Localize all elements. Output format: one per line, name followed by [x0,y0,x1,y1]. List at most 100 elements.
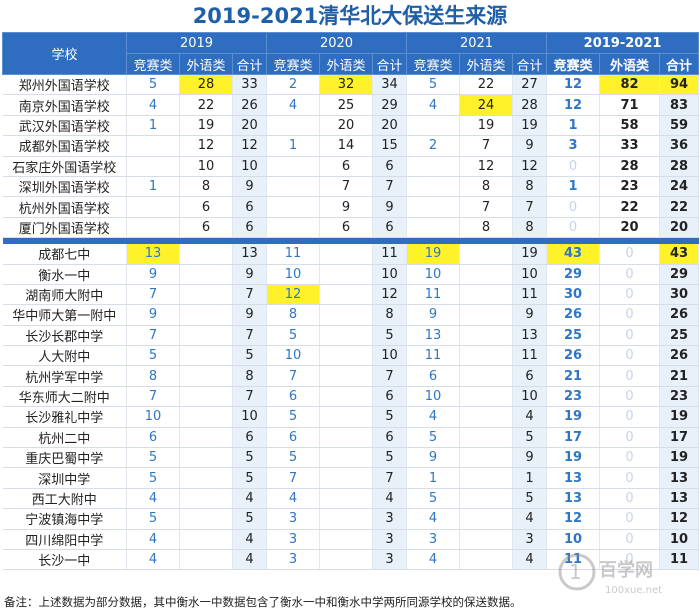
year-2019-comp-count: 9 [126,304,180,326]
year-2020-comp-count: 6 [266,427,321,449]
year-2020-total-count: 9 [372,196,408,218]
year-2019-comp-count: 4 [126,549,180,571]
year-2019-lang-count [179,345,233,367]
year-2019-comp-count [126,196,180,218]
year-2021-total-count: 8 [512,217,548,239]
table-row: 宁波镇海中学 5 5 3 3 4 4 12 0 12 [2,508,700,530]
table-body: 郑州外国语学校 5 28 33 2 32 34 5 22 27 12 82 94 南京外国语学校 4 22 26… [2,74,700,571]
year-2021-comp-count [406,196,461,218]
year-2020-lang-count [319,365,374,387]
school-name: 武汉外国语学校 [2,115,127,137]
year-2019-comp-count: 1 [126,176,180,198]
year-2019-total-count: 7 [232,325,268,347]
year-2020-lang-count: 7 [319,176,374,198]
year-2019-comp-count: 10 [126,406,180,428]
year-2019-lang-count [179,508,233,530]
year-2019-comp-count: 8 [126,365,180,387]
year-2021-comp-count [406,156,461,177]
year-2019-total-count: 5 [232,508,268,530]
chart-title: 2019-2021清华北大保送生来源 [192,4,508,28]
sum-comp-count: 13 [546,488,601,510]
year-2021-total-count: 5 [512,488,548,510]
year-2020-lang-count: 32 [319,74,374,96]
header-lang: 外语类 [179,53,233,75]
sum-lang-count: 0 [599,325,661,347]
sum-comp-count: 30 [546,284,601,306]
table-row: 西工大附中 4 4 4 4 5 5 13 0 13 [2,488,700,510]
year-2019-lang-count [179,427,233,449]
year-2020-comp-count: 1 [266,135,321,157]
year-2020-comp-count: 6 [266,386,321,408]
table-row: 武汉外国语学校 1 19 20 20 20 19 19 1 58 59 [2,115,700,137]
year-2021-lang-count [459,467,514,489]
year-2020-comp-count: 10 [266,345,321,367]
year-2019-total-count: 6 [232,427,268,449]
year-2021-total-count: 3 [512,529,548,550]
year-2020-comp-count: 7 [266,365,321,387]
school-name: 深圳中学 [2,467,127,489]
year-2019-total-count: 13 [232,244,268,265]
year-2021-comp-count: 6 [406,365,461,387]
year-2019-lang-count [179,467,233,489]
school-name: 长沙一中 [2,549,127,571]
year-2019-lang-count: 8 [179,176,233,198]
year-2019-comp-count: 1 [126,115,180,137]
year-2021-comp-count [406,217,461,239]
school-name: 郑州外国语学校 [2,74,127,96]
year-2020-lang-count [319,447,374,469]
header-total: 合计 [231,53,268,75]
sum-comp-count: 26 [546,304,601,326]
sum-comp-count: 3 [546,135,601,157]
sum-total-count: 30 [659,284,700,306]
sum-lang-count: 0 [599,406,661,428]
year-2021-lang-count [459,244,514,265]
table-row: 杭州学军中学 8 8 7 7 6 6 21 0 21 [2,365,700,387]
year-2020-total-count: 6 [372,156,408,177]
year-2019-total-count: 20 [232,115,268,137]
school-name: 深圳外国语学校 [2,176,127,198]
table-row: 杭州二中 6 6 6 6 5 5 17 0 17 [2,427,700,449]
year-2019-total-count: 10 [232,406,268,428]
year-2021-lang-count [459,325,514,347]
header-school: 学校 [2,32,127,75]
year-2021-lang-count [459,284,514,306]
table-row: 衡水一中 9 9 10 10 10 10 29 0 29 [2,264,700,285]
sum-total-count: 23 [659,386,700,408]
year-2020-lang-count [319,244,374,265]
year-2020-comp-count: 10 [266,264,321,285]
sum-lang-count: 0 [599,345,661,367]
year-2020-total-count: 7 [372,365,408,387]
sum-lang-count: 58 [599,115,661,137]
year-2019-lang-count [179,406,233,428]
year-2019-total-count: 5 [232,447,268,469]
sum-lang-count: 0 [599,467,661,489]
header-total: 合计 [659,53,700,75]
admission-table: 学校 2019 2020 2021 2019-2021 竞赛类 外语类 合计 竞… [2,32,700,571]
year-2021-total-count: 13 [512,325,548,347]
sum-total-count: 83 [659,94,700,116]
year-2019-total-count: 7 [232,284,268,306]
sum-lang-count: 0 [599,488,661,510]
year-2020-lang-count [319,549,374,571]
year-2020-lang-count [319,529,374,550]
year-2021-comp-count: 5 [406,427,461,449]
group-separator [2,237,699,245]
school-name: 重庆巴蜀中学 [2,447,127,469]
year-2021-lang-count [459,304,514,326]
year-2021-total-count: 5 [512,427,548,449]
year-2020-comp-count [266,156,321,177]
year-2019-total-count: 5 [232,467,268,489]
year-2021-total-count: 9 [512,135,548,157]
year-2020-lang-count: 6 [319,156,374,177]
year-2020-comp-count: 3 [266,508,321,530]
school-name: 华中师大第一附中 [2,304,127,326]
sum-comp-count: 17 [546,427,601,449]
year-2019-total-count: 9 [232,264,268,285]
table-row: 华中师大第一附中 9 9 8 8 9 9 26 0 26 [2,304,700,326]
sum-total-count: 12 [659,508,700,530]
sum-lang-count: 0 [599,365,661,387]
sum-comp-count: 29 [546,264,601,285]
year-2021-lang-count: 19 [459,115,514,137]
sum-total-count: 36 [659,135,700,157]
year-2021-comp-count: 11 [406,284,461,306]
